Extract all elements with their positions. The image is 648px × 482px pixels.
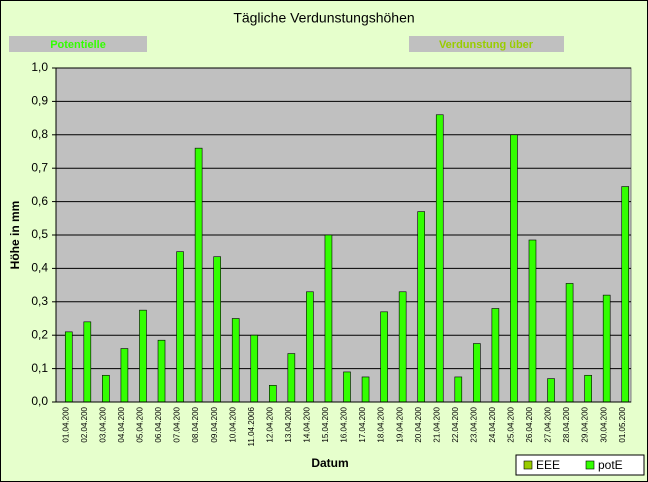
x-tick-label: 10.04.200 <box>228 406 237 442</box>
y-tick-label: 0,4 <box>31 261 48 275</box>
legend-swatch <box>585 460 595 470</box>
bar <box>584 374 592 403</box>
bar <box>417 211 425 403</box>
bar <box>491 308 500 403</box>
bar <box>510 134 518 403</box>
bar <box>157 339 166 403</box>
y-tick-label: 0,6 <box>31 194 48 208</box>
bar <box>176 251 184 403</box>
bar <box>139 309 147 403</box>
x-tick-label: 07.04.200 <box>173 406 182 442</box>
legend-label: potE <box>598 458 623 472</box>
bar <box>454 376 463 403</box>
x-tick-label: 04.04.200 <box>117 406 126 442</box>
x-tick-label: 21.04.200 <box>432 406 441 442</box>
bar <box>361 376 370 403</box>
bar <box>528 239 537 403</box>
x-tick-label: 30.04.200 <box>599 406 608 442</box>
chart-title: Tägliche Verdunstungshöhen <box>233 10 414 26</box>
bar <box>83 321 92 403</box>
bar <box>602 294 611 403</box>
x-tick-label: 11.04.2006 <box>247 406 256 446</box>
y-tick-label: 1,0 <box>31 60 48 74</box>
x-tick-label: 02.04.200 <box>80 406 89 442</box>
x-tick-label: 08.04.200 <box>191 406 200 442</box>
legend-box <box>515 454 645 476</box>
x-tick-label: 14.04.200 <box>303 406 312 442</box>
x-tick-label: 23.04.200 <box>469 406 478 442</box>
bar <box>324 234 333 403</box>
x-tick-label: 25.04.200 <box>507 406 516 442</box>
bar <box>306 291 314 403</box>
legend-swatch <box>523 460 533 470</box>
bar <box>380 311 388 403</box>
x-tick-label: 01.04.200 <box>61 406 70 442</box>
x-tick-label: 22.04.200 <box>451 406 460 442</box>
x-tick-label: 03.04.200 <box>98 406 107 442</box>
x-tick-label: 15.04.200 <box>321 406 330 442</box>
x-tick-label: 12.04.200 <box>265 406 274 442</box>
bar <box>287 353 296 403</box>
x-tick-label: 06.04.200 <box>154 406 163 442</box>
x-tick-label: 18.04.200 <box>377 406 386 442</box>
y-tick-label: 0,2 <box>31 327 48 341</box>
bar <box>102 374 110 403</box>
annotation-box <box>409 36 564 52</box>
annotation: Verdunstung über <box>439 39 534 51</box>
x-tick-label: 05.04.200 <box>136 406 145 442</box>
x-tick-label: 20.04.200 <box>414 406 423 442</box>
annotation-box <box>9 36 147 52</box>
x-tick-label: 09.04.200 <box>210 406 219 442</box>
y-tick-label: 0,7 <box>31 160 48 174</box>
bar <box>435 114 444 403</box>
legend-label: EEE <box>536 458 560 472</box>
x-tick-label: 01.05.200 <box>618 406 627 442</box>
x-tick-label: 29.04.200 <box>581 406 590 442</box>
bar <box>343 371 351 403</box>
x-tick-label: 27.04.200 <box>544 406 553 442</box>
bar <box>473 343 481 403</box>
x-tick-label: 26.04.200 <box>525 406 534 442</box>
bar <box>213 256 221 403</box>
x-tick-label: 16.04.200 <box>340 406 349 442</box>
bar <box>398 291 407 403</box>
bar <box>547 378 555 403</box>
x-tick-label: 13.04.200 <box>284 406 293 442</box>
y-tick-label: 0,0 <box>31 394 48 408</box>
y-tick-label: 0,9 <box>31 94 48 108</box>
annotation: Potentielle <box>50 39 106 51</box>
y-tick-label: 0,1 <box>31 361 48 375</box>
x-axis-label: Datum <box>311 456 348 470</box>
bar <box>565 283 574 403</box>
bar <box>621 186 630 403</box>
bar <box>250 334 259 403</box>
y-axis-label: Höhe in mm <box>8 201 22 270</box>
y-tick-label: 0,5 <box>31 227 48 241</box>
x-tick-label: 19.04.200 <box>395 406 404 442</box>
y-tick-label: 0,8 <box>31 127 48 141</box>
x-tick-label: 28.04.200 <box>562 406 571 442</box>
x-tick-label: 24.04.200 <box>488 406 497 442</box>
bar <box>120 348 129 403</box>
bar <box>269 384 277 403</box>
bar <box>231 318 240 403</box>
bar <box>194 147 203 403</box>
bar <box>64 331 73 403</box>
y-tick-label: 0,3 <box>31 294 48 308</box>
x-tick-label: 17.04.200 <box>358 406 367 442</box>
